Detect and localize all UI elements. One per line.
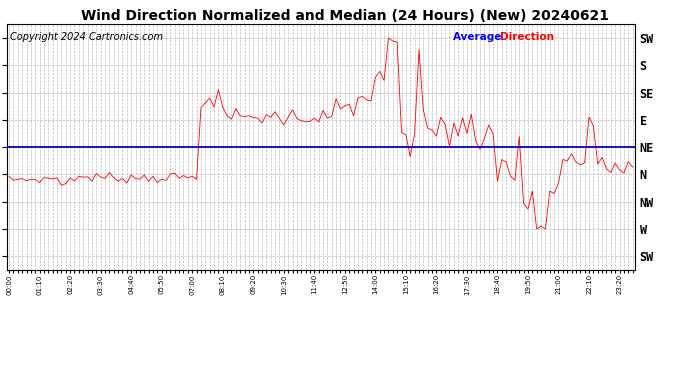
Text: Direction: Direction	[500, 32, 554, 42]
Text: Copyright 2024 Cartronics.com: Copyright 2024 Cartronics.com	[10, 32, 163, 42]
Text: Wind Direction Normalized and Median (24 Hours) (New) 20240621: Wind Direction Normalized and Median (24…	[81, 9, 609, 23]
Text: Average: Average	[453, 32, 504, 42]
